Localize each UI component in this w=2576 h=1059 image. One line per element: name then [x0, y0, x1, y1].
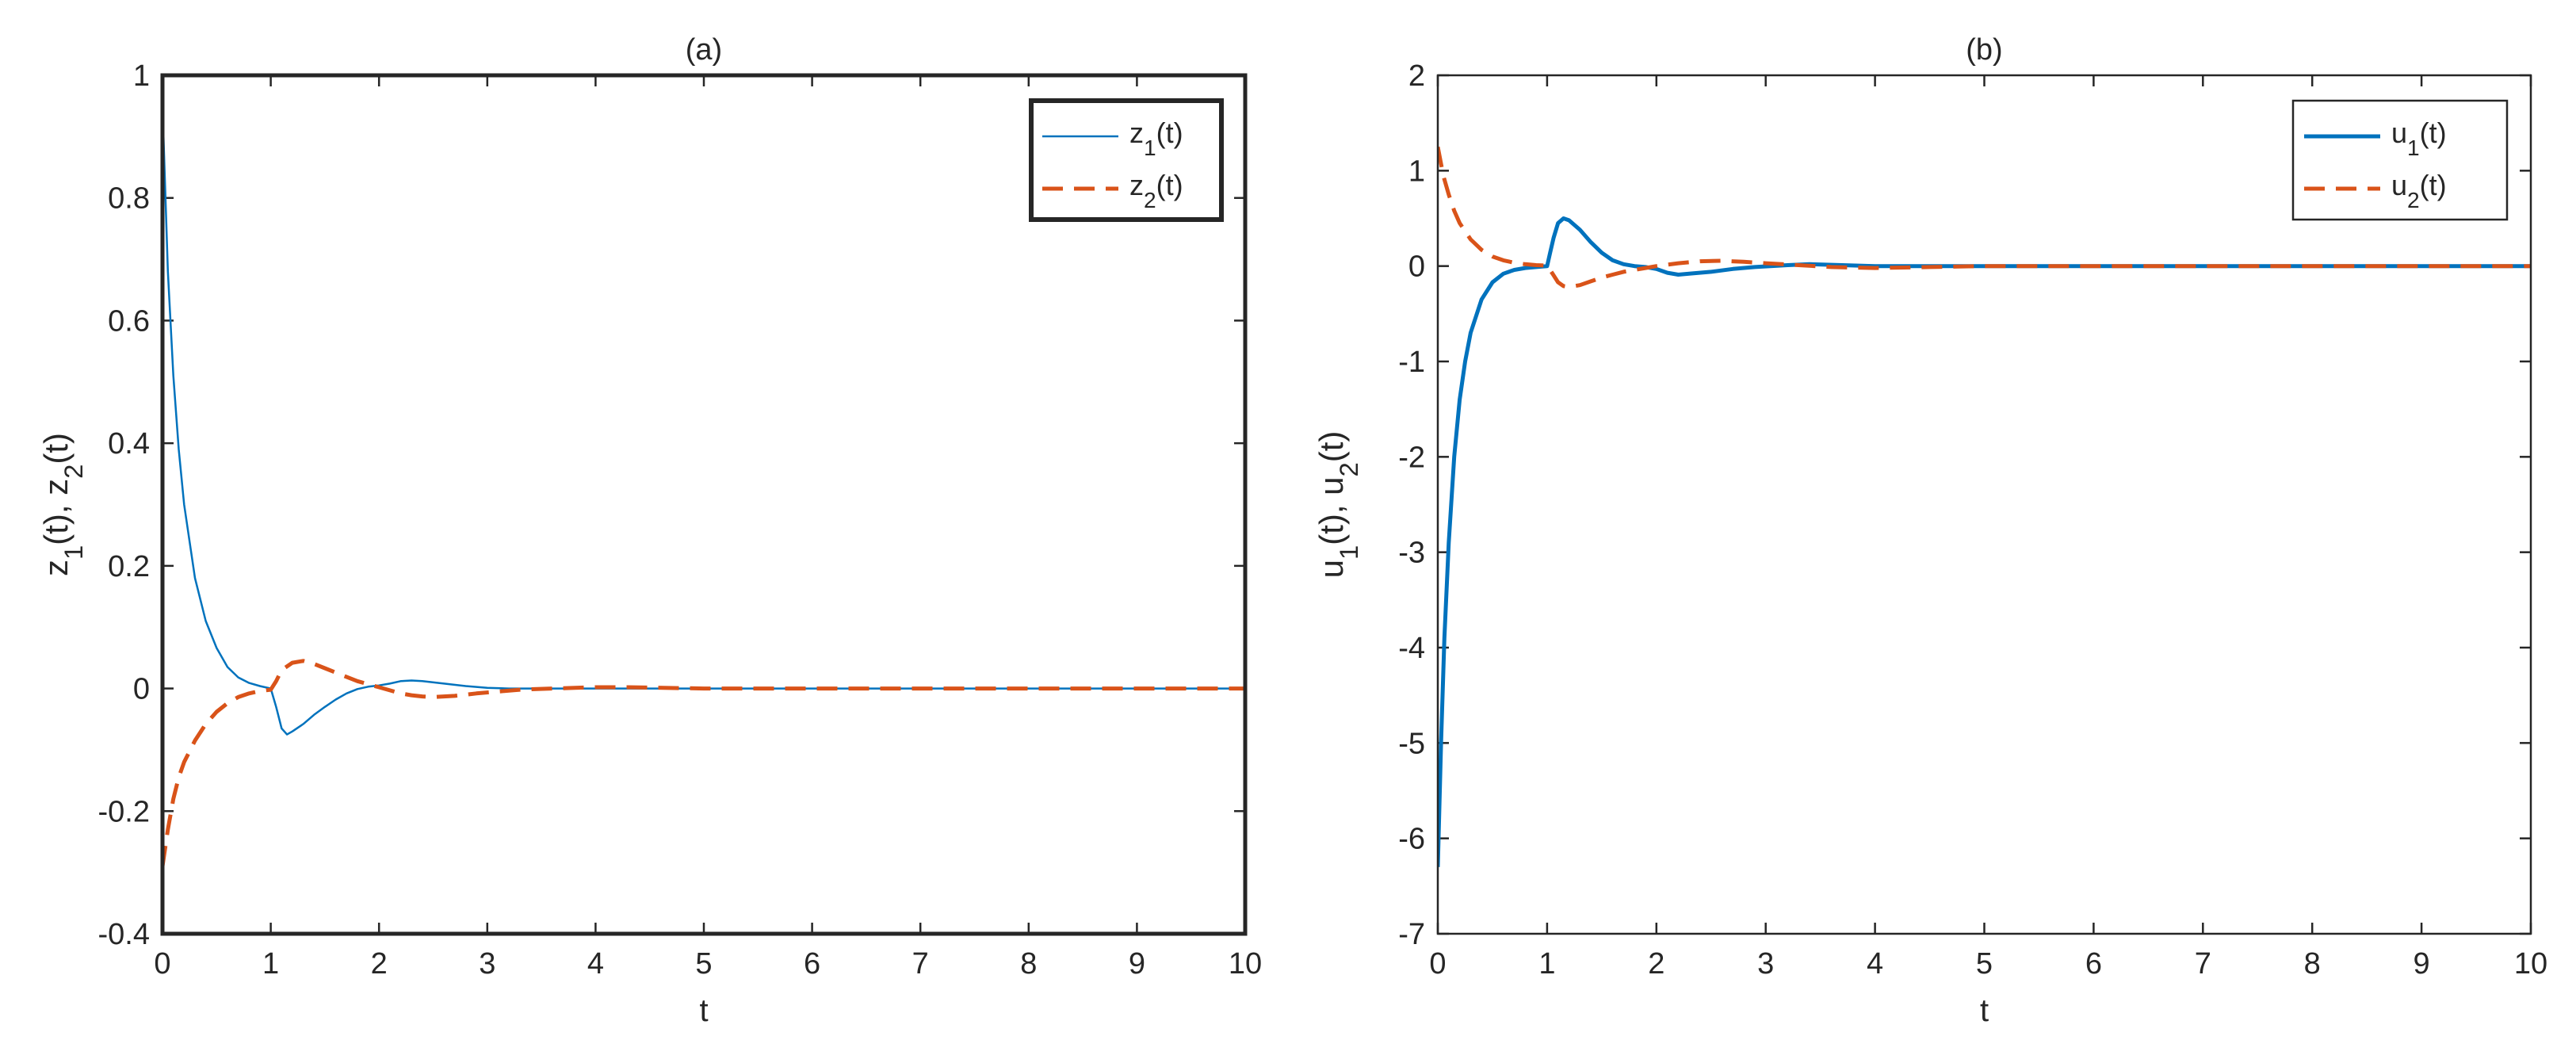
- x-tick-label: 2: [371, 947, 388, 981]
- subscript-text: 1: [59, 545, 88, 560]
- x-tick-label: 10: [1229, 947, 1262, 981]
- label-text: z: [37, 560, 75, 576]
- x-tick-label: 9: [2414, 947, 2430, 981]
- label-text: (t): [1156, 169, 1183, 201]
- y-axis-label: u1(t), u2(t): [1313, 431, 1363, 579]
- label-text: u: [2391, 117, 2407, 149]
- label-text: (t): [1313, 431, 1350, 463]
- x-tick-label: 0: [154, 947, 170, 981]
- y-tick-label: 0.6: [108, 304, 150, 338]
- x-tick-label: 6: [804, 947, 820, 981]
- label-text: z: [1129, 169, 1144, 201]
- x-tick-label: 4: [1867, 947, 1883, 981]
- subscript-text: 2: [59, 465, 88, 479]
- y-tick-label: 2: [1408, 59, 1425, 93]
- legend: z1(t)z2(t): [1029, 98, 1224, 222]
- x-tick-label: 4: [587, 947, 604, 981]
- y-tick-label: 0: [133, 673, 150, 706]
- legend-label: z1(t): [1129, 117, 1183, 160]
- y-tick-label: 0: [1408, 250, 1425, 284]
- x-tick-label: 2: [1648, 947, 1664, 981]
- y-tick-label: -4: [1398, 632, 1425, 665]
- label-text: (t): [1156, 117, 1183, 149]
- y-tick-label: -5: [1398, 727, 1425, 760]
- x-tick-label: 1: [262, 947, 279, 981]
- label-text: u: [2391, 169, 2407, 201]
- legend-box: [1029, 98, 1224, 222]
- chart-title: (b): [1966, 33, 2002, 67]
- legend-box: [2291, 99, 2509, 221]
- x-tick-label: 3: [1757, 947, 1774, 981]
- y-tick-label: 1: [133, 59, 150, 93]
- label-text: u: [1313, 560, 1350, 578]
- x-tick-label: 7: [2195, 947, 2211, 981]
- chart-title: (a): [686, 33, 722, 67]
- y-tick-label: 0.2: [108, 550, 150, 583]
- y-tick-label: -3: [1398, 537, 1425, 570]
- legend-label: z2(t): [1129, 169, 1183, 212]
- chart-panel-1: (b)0 1 2 3 4 5 6 7 8 9 10-7-6-5-4-3-2-1012tu1(t), …: [1313, 33, 2547, 1028]
- y-tick-label: 0.8: [108, 182, 150, 216]
- subscript-text: 2: [2407, 188, 2420, 212]
- legend: u1(t)u2(t): [2291, 99, 2509, 221]
- y-tick-label: -1: [1398, 346, 1425, 379]
- subscript-text: 1: [2407, 136, 2420, 160]
- legend-label: u1(t): [2391, 117, 2447, 160]
- chart-panel-0: (a)0 1 2 3 4 5 6 7 8 9 10-0.4-0.200.20.40.60.81tz1…: [37, 33, 1262, 1028]
- subscript-text: 2: [1144, 188, 1156, 212]
- label-text: (t): [2420, 169, 2447, 201]
- label-text: (t): [37, 433, 75, 465]
- y-tick-label: 0.4: [108, 427, 150, 461]
- y-tick-label: -2: [1398, 441, 1425, 474]
- y-tick-label: 1: [1408, 155, 1425, 188]
- x-tick-label: 1: [1538, 947, 1555, 981]
- label-text: (t), z: [37, 479, 75, 545]
- y-tick-label: -0.4: [98, 918, 150, 951]
- x-tick-label: 5: [695, 947, 712, 981]
- series-line-z1t: [162, 105, 1245, 736]
- subscript-text: 1: [1144, 136, 1156, 160]
- x-tick-label: 6: [2085, 947, 2102, 981]
- x-tick-label: 9: [1129, 947, 1145, 981]
- label-text: (t): [2420, 117, 2447, 149]
- x-tick-label: 10: [2514, 947, 2547, 981]
- y-tick-label: -6: [1398, 823, 1425, 856]
- label-text: (t), u: [1313, 476, 1350, 545]
- axes-box: [1436, 74, 2532, 935]
- y-tick-label: -7: [1398, 918, 1425, 951]
- label-text: z: [1129, 117, 1144, 149]
- x-axis-label: t: [699, 993, 708, 1028]
- x-tick-label: 8: [2304, 947, 2321, 981]
- x-tick-label: 7: [912, 947, 929, 981]
- x-tick-label: 0: [1429, 947, 1446, 981]
- subscript-text: 2: [1334, 462, 1363, 476]
- series-line-z2t: [162, 659, 1245, 867]
- subscript-text: 1: [1334, 545, 1363, 560]
- x-tick-label: 3: [479, 947, 495, 981]
- y-axis-label: z1(t), z2(t): [37, 433, 88, 576]
- series-line-u1t: [1438, 216, 2531, 867]
- x-axis-label: t: [1980, 993, 1989, 1028]
- series-line-u2t: [1438, 146, 2531, 289]
- legend-label: u2(t): [2391, 169, 2447, 212]
- axes-box: [160, 73, 1248, 936]
- x-tick-label: 8: [1020, 947, 1037, 981]
- x-tick-label: 5: [1976, 947, 1993, 981]
- y-tick-label: -0.2: [98, 795, 150, 828]
